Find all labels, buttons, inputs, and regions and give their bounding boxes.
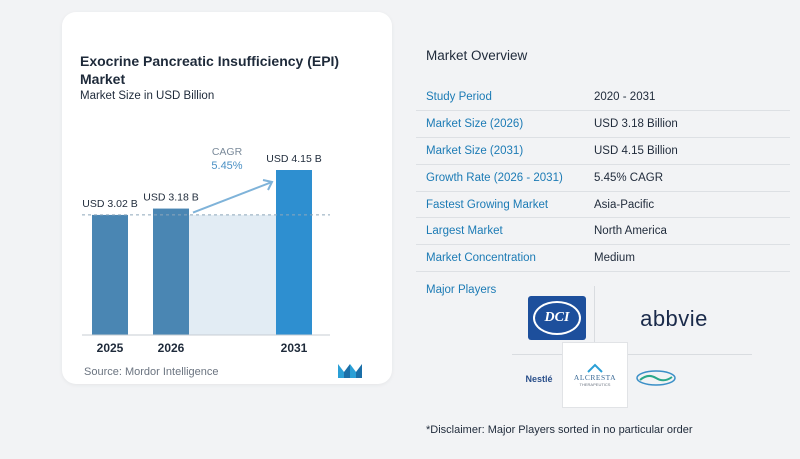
major-players-logos: DCI abbvie Nestlé ALCRESTA THERAPEUTICS: [512, 286, 752, 408]
category-label: 2031: [281, 341, 308, 355]
row-value: USD 3.18 Billion: [594, 110, 790, 139]
cagr-label: CAGR: [212, 146, 243, 158]
data-label: USD 3.02 B: [82, 198, 137, 210]
chart-card: Exocrine Pancreatic Insufficiency (EPI) …: [62, 12, 392, 384]
alcresta-logo-text: ALCRESTA: [573, 373, 617, 382]
table-row: Market Size (2031) USD 4.15 Billion: [416, 137, 790, 165]
table-row: Market Concentration Medium: [416, 244, 790, 273]
disclaimer-text: *Disclaimer: Major Players sorted in no …: [426, 424, 693, 436]
cagr-band: [189, 214, 276, 335]
cagr-arrow: [192, 181, 273, 214]
category-label: 2025: [97, 341, 124, 355]
first-wave-logo: [634, 366, 678, 390]
alcresta-mark-icon: [587, 363, 603, 373]
abbvie-logo-text: abbvie: [640, 306, 708, 331]
row-value: USD 4.15 Billion: [594, 137, 790, 165]
table-row: Study Period 2020 - 2031: [416, 84, 790, 112]
dci-logo-text: DCI: [544, 310, 570, 325]
source-text: Source: Mordor Intelligence: [84, 366, 219, 378]
row-key: Market Concentration: [416, 244, 594, 273]
overview-table: Study Period 2020 - 2031 Market Size (202…: [416, 84, 790, 273]
row-key: Largest Market: [416, 217, 594, 246]
bar: [153, 208, 189, 335]
chart-title: Exocrine Pancreatic Insufficiency (EPI) …: [80, 53, 340, 87]
row-value: Medium: [594, 244, 790, 273]
bar: [276, 170, 312, 335]
row-key: Fastest Growing Market: [416, 191, 594, 219]
table-row: Fastest Growing Market Asia-Pacific: [416, 191, 790, 219]
data-label: USD 4.15 B: [266, 153, 321, 165]
row-key: Growth Rate (2026 - 2031): [416, 164, 594, 192]
cagr-arrowhead: [262, 179, 274, 191]
overview-title: Market Overview: [426, 48, 528, 63]
dci-logo: DCI: [528, 296, 586, 340]
bar-chart: USD 3.02 B USD 3.18 B USD 4.15 B 2025 2026 20…: [82, 146, 330, 355]
nestle-logo-text: Nestlé: [525, 374, 553, 384]
row-value: North America: [594, 217, 790, 246]
cagr-value: 5.45%: [211, 160, 242, 172]
row-key: Market Size (2026): [416, 110, 594, 139]
table-row: Largest Market North America: [416, 217, 790, 246]
row-value: Asia-Pacific: [594, 191, 790, 219]
market-overview-panel: Market Overview Study Period 2020 - 2031 …: [416, 0, 800, 459]
alcresta-logo-subtext: THERAPEUTICS: [579, 382, 611, 387]
chart-subtitle: Market Size in USD Billion: [80, 90, 215, 102]
row-key: Market Size (2031): [416, 137, 594, 165]
wave-icon: [636, 370, 676, 386]
abbvie-logo: abbvie: [604, 302, 744, 336]
logo-divider: [512, 354, 752, 355]
dci-logo-ring: DCI: [533, 301, 581, 335]
major-players-title: Major Players: [426, 284, 497, 296]
data-label: USD 3.18 B: [143, 192, 198, 204]
row-key: Study Period: [416, 84, 594, 112]
table-row: Market Size (2026) USD 3.18 Billion: [416, 110, 790, 139]
alcresta-logo: ALCRESTA THERAPEUTICS: [562, 342, 628, 408]
nestle-logo: Nestlé: [518, 366, 560, 392]
table-row: Growth Rate (2026 - 2031) 5.45% CAGR: [416, 164, 790, 192]
row-value: 2020 - 2031: [594, 84, 790, 112]
bar: [92, 214, 128, 335]
row-value: 5.45% CAGR: [594, 164, 790, 192]
category-label: 2026: [158, 341, 185, 355]
mordor-intelligence-logo: [338, 364, 362, 378]
